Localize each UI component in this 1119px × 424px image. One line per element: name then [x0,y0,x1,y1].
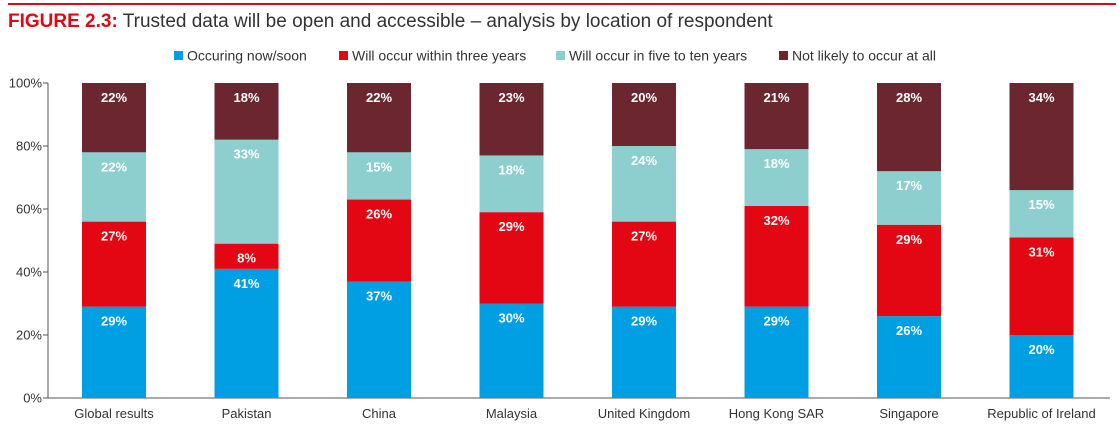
bar-segment [877,83,941,172]
x-tick-label: Malaysia [486,406,538,421]
bar-segment [877,171,941,225]
legend-label: Occuring now/soon [187,48,307,64]
y-tick-label: 100% [9,76,43,91]
bar-segment [612,146,676,222]
bar-segment [877,316,941,398]
data-label: 8% [237,251,256,266]
legend-label: Not likely to occur at all [792,48,936,64]
legend-swatch [339,51,348,60]
bar-segment [612,83,676,146]
data-label: 29% [498,219,524,234]
x-tick-label: Global results [74,406,154,421]
bar-segment [1009,237,1074,335]
data-label: 29% [763,314,789,329]
bar-segment [214,139,279,244]
data-label: 28% [896,90,922,105]
x-tick-label: United Kingdom [598,406,691,421]
bar-segment [1009,190,1074,238]
bar-segment [1009,83,1074,191]
y-tick-label: 0% [23,391,42,406]
bar-segment [744,306,809,398]
bar-segment [1009,335,1074,398]
data-label: 20% [631,90,657,105]
bar-segment [479,83,544,156]
bar-segment [479,303,544,398]
data-label: 22% [101,159,127,174]
x-tick-label: Pakistan [222,406,272,421]
bar-segment [612,306,676,398]
bar-segment [744,149,809,206]
bar-segment [347,83,411,153]
bar-segment [744,83,809,150]
bar-segment [347,281,411,398]
legend-label: Will occur in five to ten years [569,48,747,64]
bar-segment [347,152,411,200]
x-tick-label: China [362,406,397,421]
bar-segment [82,152,146,222]
figure-label: FIGURE 2.3: [8,11,118,32]
data-label: 29% [896,232,922,247]
legend-swatch [174,51,183,60]
data-label: 27% [631,229,657,244]
bar-segment [82,306,146,398]
data-label: 20% [1028,342,1054,357]
bar-segment [214,268,279,398]
bar-segment [744,205,809,307]
data-label: 18% [763,156,789,171]
data-label: 27% [101,229,127,244]
data-label: 41% [233,276,259,291]
bar-segment [214,83,279,140]
data-label: 30% [498,311,524,326]
data-label: 33% [233,147,259,162]
data-label: 29% [101,314,127,329]
data-label: 21% [763,90,789,105]
bar-segment [877,224,941,317]
figure-title: FIGURE 2.3: Trusted data will be open an… [8,11,773,33]
figure-title-text: Trusted data will be open and accessible… [122,11,773,32]
data-label: 26% [366,207,392,222]
bar-segment [479,155,544,213]
data-label: 22% [366,90,392,105]
y-tick-label: 80% [16,139,42,154]
data-label: 37% [366,288,392,303]
data-label: 18% [498,162,524,177]
data-label: 32% [763,213,789,228]
legend-swatch [779,51,788,60]
data-label: 31% [1028,244,1054,259]
data-label: 26% [896,323,922,338]
data-label: 18% [233,90,259,105]
data-label: 17% [896,178,922,193]
data-label: 24% [631,153,657,168]
data-label: 15% [366,159,392,174]
legend-swatch [556,51,565,60]
y-tick-label: 60% [16,202,42,217]
data-label: 22% [101,90,127,105]
bar-segment [82,83,146,153]
bar-segment [82,221,146,307]
x-tick-label: Hong Kong SAR [729,406,824,421]
legend-label: Will occur within three years [352,48,526,64]
bar-segment [214,243,279,269]
bar-segment [479,212,544,304]
x-tick-label: Singapore [879,406,938,421]
data-label: 23% [498,90,524,105]
data-label: 34% [1028,90,1054,105]
bar-segment [612,221,676,307]
x-tick-label: Republic of Ireland [987,406,1095,421]
data-label: 15% [1028,197,1054,212]
bar-segment [347,199,411,282]
title-rule [8,3,1116,5]
data-label: 29% [631,314,657,329]
y-tick-label: 20% [16,328,42,343]
y-tick-label: 40% [16,265,42,280]
